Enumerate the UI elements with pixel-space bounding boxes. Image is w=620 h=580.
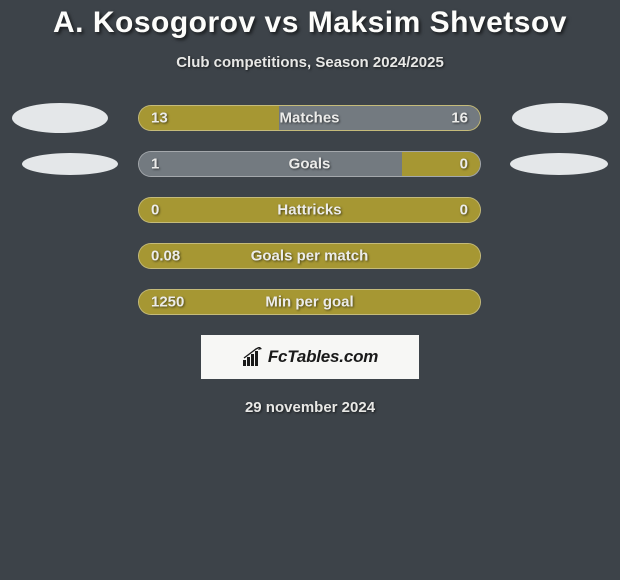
- stat-value-right: 0: [460, 156, 468, 173]
- comparison-infographic: A. Kosogorov vs Maksim Shvetsov Club com…: [0, 0, 620, 416]
- brand-box: FcTables.com: [201, 335, 419, 379]
- page-title: A. Kosogorov vs Maksim Shvetsov: [0, 6, 620, 40]
- date-label: 29 november 2024: [0, 399, 620, 416]
- stat-value-left: 0.08: [151, 248, 180, 265]
- brand-text: FcTables.com: [268, 347, 378, 367]
- stat-value-left: 1250: [151, 294, 184, 311]
- stat-bar-track: 1 0 Goals: [138, 151, 481, 177]
- stat-value-right: 0: [460, 202, 468, 219]
- stat-row: 0 0 Hattricks: [0, 197, 620, 223]
- player-avatar-left: [22, 153, 118, 175]
- stat-bar-left: [139, 152, 402, 176]
- player-avatar-right: [512, 103, 608, 133]
- stat-name: Matches: [279, 110, 339, 127]
- player-avatar-left: [12, 103, 108, 133]
- stat-rows: 13 16 Matches 1 0 Goals 0 0 Hattricks 0.08 Goals p…: [0, 105, 620, 315]
- player-avatar-right: [510, 153, 608, 175]
- brand-inner: FcTables.com: [242, 347, 378, 367]
- chart-icon: [242, 347, 264, 367]
- stat-name: Goals: [289, 156, 331, 173]
- stat-bar-track: 13 16 Matches: [138, 105, 481, 131]
- stat-row: 13 16 Matches: [0, 105, 620, 131]
- stat-row: 0.08 Goals per match: [0, 243, 620, 269]
- stat-name: Goals per match: [251, 248, 369, 265]
- stat-bar-track: 0.08 Goals per match: [138, 243, 481, 269]
- stat-row: 1250 Min per goal: [0, 289, 620, 315]
- stat-bar-right: [402, 152, 480, 176]
- stat-value-left: 1: [151, 156, 159, 173]
- stat-value-right: 16: [451, 110, 468, 127]
- stat-name: Min per goal: [265, 294, 353, 311]
- stat-row: 1 0 Goals: [0, 151, 620, 177]
- stat-value-left: 13: [151, 110, 168, 127]
- stat-bar-track: 1250 Min per goal: [138, 289, 481, 315]
- stat-name: Hattricks: [277, 202, 341, 219]
- subtitle: Club competitions, Season 2024/2025: [0, 54, 620, 71]
- stat-value-left: 0: [151, 202, 159, 219]
- stat-bar-track: 0 0 Hattricks: [138, 197, 481, 223]
